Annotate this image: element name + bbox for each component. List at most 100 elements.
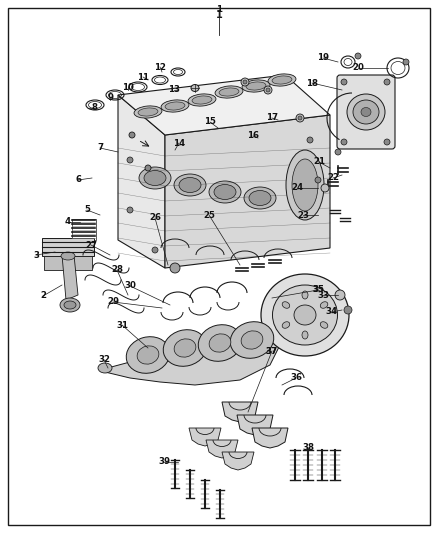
Ellipse shape xyxy=(139,167,171,189)
Ellipse shape xyxy=(134,106,162,118)
Polygon shape xyxy=(62,255,78,300)
Text: 4: 4 xyxy=(65,217,71,227)
Ellipse shape xyxy=(192,96,212,104)
Circle shape xyxy=(344,306,352,314)
Circle shape xyxy=(296,114,304,122)
Bar xyxy=(72,219,96,240)
Text: 17: 17 xyxy=(266,114,278,123)
Text: 30: 30 xyxy=(124,281,136,290)
Circle shape xyxy=(152,247,158,253)
Text: 36: 36 xyxy=(290,374,302,383)
Ellipse shape xyxy=(282,302,290,308)
Ellipse shape xyxy=(61,252,75,260)
Ellipse shape xyxy=(174,339,196,357)
Polygon shape xyxy=(189,428,221,446)
Text: 16: 16 xyxy=(247,132,259,141)
Text: 38: 38 xyxy=(302,443,314,453)
Text: 12: 12 xyxy=(154,62,166,71)
Text: 3: 3 xyxy=(33,251,39,260)
Polygon shape xyxy=(222,452,254,470)
Text: 1: 1 xyxy=(216,5,222,14)
Ellipse shape xyxy=(268,74,296,86)
Text: 26: 26 xyxy=(149,214,161,222)
Ellipse shape xyxy=(353,100,379,124)
Ellipse shape xyxy=(174,174,206,196)
Text: 25: 25 xyxy=(203,211,215,220)
Text: 35: 35 xyxy=(312,286,324,295)
Polygon shape xyxy=(118,75,330,135)
Ellipse shape xyxy=(60,298,80,312)
Ellipse shape xyxy=(188,94,216,106)
Ellipse shape xyxy=(198,325,242,361)
Ellipse shape xyxy=(161,100,189,112)
Ellipse shape xyxy=(246,82,266,90)
Ellipse shape xyxy=(98,363,112,373)
Ellipse shape xyxy=(320,302,328,308)
Text: 10: 10 xyxy=(122,83,134,92)
Circle shape xyxy=(129,132,135,138)
Ellipse shape xyxy=(179,177,201,192)
Ellipse shape xyxy=(214,184,236,199)
Ellipse shape xyxy=(165,102,185,110)
Circle shape xyxy=(403,59,409,65)
Ellipse shape xyxy=(249,190,271,206)
Ellipse shape xyxy=(209,334,231,352)
Ellipse shape xyxy=(261,274,349,356)
Text: 23: 23 xyxy=(297,211,309,220)
Text: 6: 6 xyxy=(75,175,81,184)
Ellipse shape xyxy=(144,171,166,185)
Text: 21: 21 xyxy=(313,157,325,166)
Polygon shape xyxy=(237,415,273,435)
Circle shape xyxy=(307,137,313,143)
Text: 11: 11 xyxy=(137,72,149,82)
Circle shape xyxy=(341,79,347,85)
Polygon shape xyxy=(206,440,238,458)
Text: 28: 28 xyxy=(111,265,123,274)
Circle shape xyxy=(341,139,347,145)
Ellipse shape xyxy=(361,108,371,117)
Bar xyxy=(44,256,92,270)
Ellipse shape xyxy=(302,291,308,299)
Circle shape xyxy=(321,184,329,192)
Text: 29: 29 xyxy=(107,297,119,306)
Text: 37: 37 xyxy=(266,346,278,356)
Ellipse shape xyxy=(292,159,318,211)
Ellipse shape xyxy=(302,331,308,339)
Circle shape xyxy=(355,53,361,59)
Text: 37: 37 xyxy=(266,346,278,356)
Text: 2: 2 xyxy=(40,292,46,301)
Text: 39: 39 xyxy=(158,457,170,466)
Text: 32: 32 xyxy=(98,356,110,365)
Ellipse shape xyxy=(230,322,274,358)
Circle shape xyxy=(335,149,341,155)
Circle shape xyxy=(264,86,272,94)
Circle shape xyxy=(315,177,321,183)
Ellipse shape xyxy=(126,337,170,373)
Polygon shape xyxy=(118,95,165,268)
Ellipse shape xyxy=(294,305,316,325)
Ellipse shape xyxy=(286,150,324,220)
Circle shape xyxy=(145,165,151,171)
Ellipse shape xyxy=(272,76,292,84)
Bar xyxy=(42,238,94,256)
Circle shape xyxy=(127,207,133,213)
Text: 20: 20 xyxy=(352,63,364,72)
Ellipse shape xyxy=(219,88,239,96)
Polygon shape xyxy=(222,402,258,422)
Text: 14: 14 xyxy=(173,139,185,148)
Ellipse shape xyxy=(138,108,158,116)
Ellipse shape xyxy=(282,322,290,328)
Text: 18: 18 xyxy=(306,78,318,87)
Text: 9: 9 xyxy=(107,93,113,102)
Ellipse shape xyxy=(191,85,199,92)
Ellipse shape xyxy=(241,331,263,349)
Circle shape xyxy=(266,88,270,92)
Polygon shape xyxy=(165,115,330,268)
Circle shape xyxy=(243,80,247,84)
Text: 5: 5 xyxy=(84,206,90,214)
Text: 34: 34 xyxy=(326,308,338,317)
Ellipse shape xyxy=(209,181,241,203)
Ellipse shape xyxy=(64,301,76,309)
FancyBboxPatch shape xyxy=(337,75,395,149)
Text: 15: 15 xyxy=(204,117,216,126)
